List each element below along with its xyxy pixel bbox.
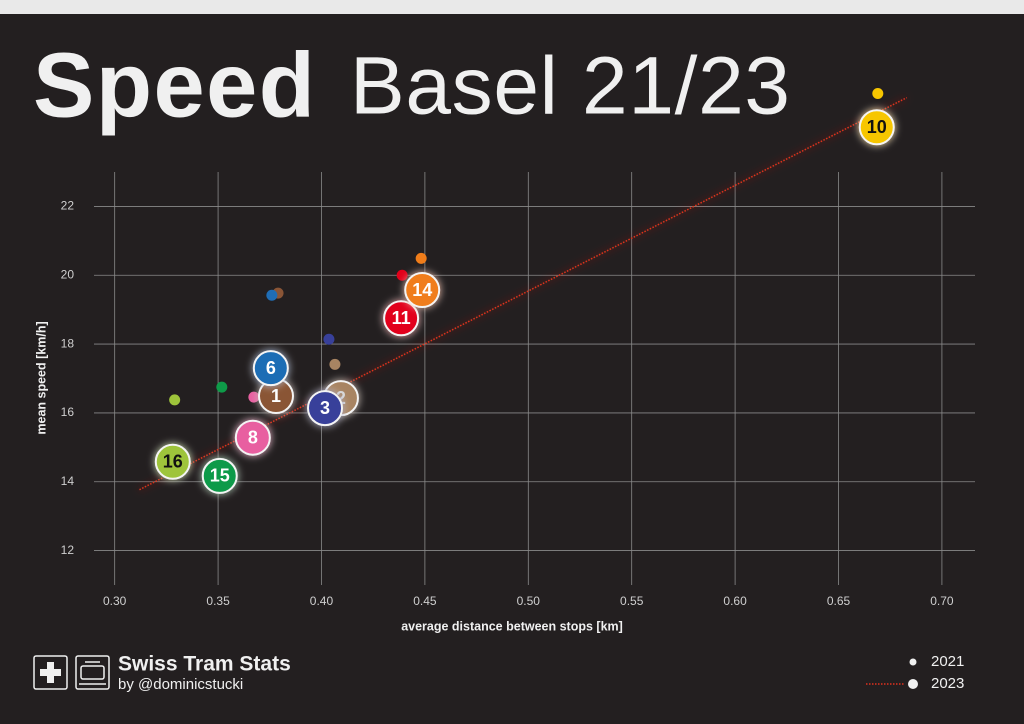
point-2023-group: 16: [154, 443, 191, 480]
point-2021: [169, 394, 181, 406]
point-label: 16: [163, 452, 183, 472]
point-2021: [248, 391, 260, 403]
point-2023-group: 1: [257, 378, 294, 415]
point-2023: [154, 443, 191, 480]
x-tick-label: 0.65: [827, 594, 851, 608]
trend-line: [139, 96, 908, 491]
point-2023: [383, 300, 420, 337]
point-2023: [234, 419, 271, 456]
background: [0, 14, 1024, 724]
y-tick-label: 14: [61, 474, 75, 488]
point-label: 10: [867, 117, 887, 137]
x-axis-label: average distance between stops [km]: [401, 619, 623, 633]
point-2023: [858, 109, 895, 146]
point-2023-group: 3: [307, 390, 344, 427]
footer-title: Swiss Tram Stats: [118, 653, 291, 676]
point-2023-group: 6: [252, 350, 289, 387]
point-2021: [216, 381, 228, 393]
point-label: 1: [271, 386, 281, 406]
point-label: 3: [320, 398, 330, 418]
swiss-icon: [33, 655, 68, 690]
point-2023-group: 8: [234, 419, 271, 456]
point-2023-group: 15: [201, 457, 238, 494]
point-2023: [201, 457, 238, 494]
y-axis-label: mean speed [km/h]: [34, 321, 48, 434]
x-tick-label: 0.30: [103, 594, 127, 608]
x-tick-label: 0.35: [206, 594, 230, 608]
y-tick-label: 12: [61, 543, 75, 557]
point-label: 2: [336, 388, 346, 408]
point-2023-group: 10: [858, 109, 895, 146]
point-2023-group: 11: [383, 300, 420, 337]
y-tick-label: 16: [61, 405, 75, 419]
y-tick-label: 20: [61, 267, 75, 281]
legend-marker: [908, 679, 918, 689]
legend-marker: [909, 658, 917, 666]
y-tick-label: 18: [61, 336, 75, 350]
tram-icon: [75, 655, 110, 690]
x-tick-label: 0.55: [620, 594, 644, 608]
legend-label: 2023: [931, 675, 964, 692]
x-tick-label: 0.70: [930, 594, 954, 608]
point-label: 8: [248, 427, 258, 447]
point-2021: [396, 269, 408, 281]
point-2021: [415, 252, 427, 264]
point-label: 15: [210, 466, 230, 486]
point-2023: [252, 350, 289, 387]
point-2023: [404, 272, 441, 309]
chart-title: Speed: [33, 34, 315, 136]
footer-byline: by @dominicstucki: [118, 676, 243, 693]
x-tick-label: 0.40: [310, 594, 334, 608]
x-tick-label: 0.45: [413, 594, 437, 608]
point-2021: [872, 88, 884, 100]
legend-label: 2021: [931, 653, 964, 670]
point-label: 11: [392, 308, 411, 328]
x-tick-label: 0.50: [517, 594, 541, 608]
point-2023: [307, 390, 344, 427]
point-2023-group: 14: [404, 272, 441, 309]
point-2021: [266, 289, 278, 301]
point-2021: [329, 358, 341, 370]
point-2021: [323, 333, 335, 345]
point-label: 14: [412, 280, 432, 300]
chart-subtitle: Basel 21/23: [350, 41, 790, 132]
point-label: 6: [266, 358, 276, 378]
x-tick-label: 0.60: [723, 594, 747, 608]
y-tick-label: 22: [61, 199, 75, 213]
